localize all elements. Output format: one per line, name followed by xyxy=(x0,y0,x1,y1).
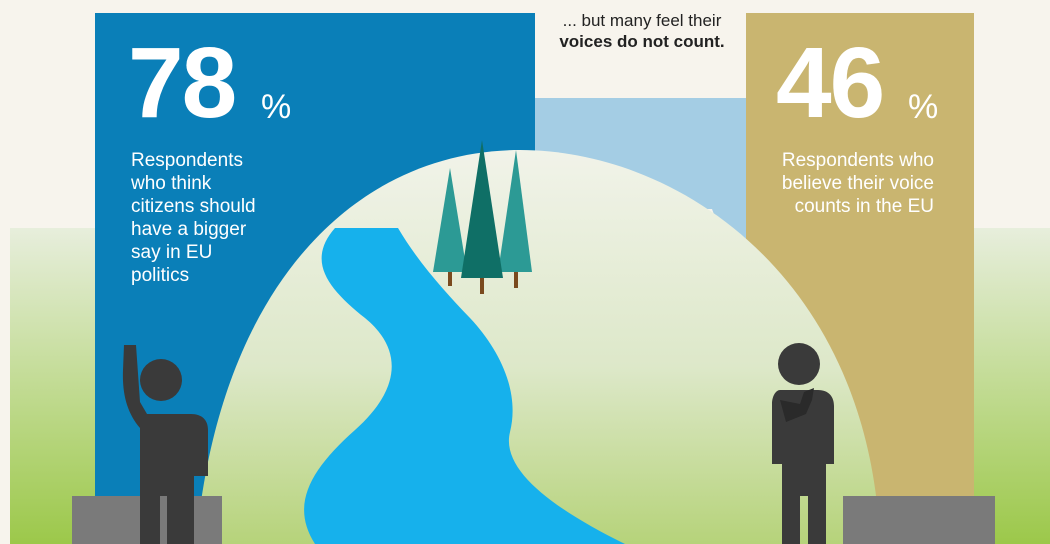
thinking-person-icon xyxy=(772,343,834,544)
speech-bubble-text: ... but many feel their voices do not co… xyxy=(552,10,732,52)
raised-hand-person-icon xyxy=(122,345,208,544)
pine-tree-icon xyxy=(433,168,467,286)
pine-tree-icon xyxy=(498,150,532,288)
left-stat-unit: % xyxy=(261,88,292,126)
pine-tree-icon xyxy=(461,140,503,294)
river xyxy=(304,228,625,544)
speech-bubble-text-bold: voices do not count. xyxy=(559,32,725,51)
right-pedestal xyxy=(843,496,995,544)
left-stat-description: Respondents who think citizens should ha… xyxy=(131,150,256,286)
right-stat-description: Respondents who believe their voice coun… xyxy=(781,150,934,217)
right-stat-unit: % xyxy=(908,88,939,126)
right-stat-value: 46 xyxy=(776,27,885,139)
speech-bubble-text-plain: ... but many feel their xyxy=(562,11,722,30)
left-stat-value: 78 xyxy=(128,27,237,139)
